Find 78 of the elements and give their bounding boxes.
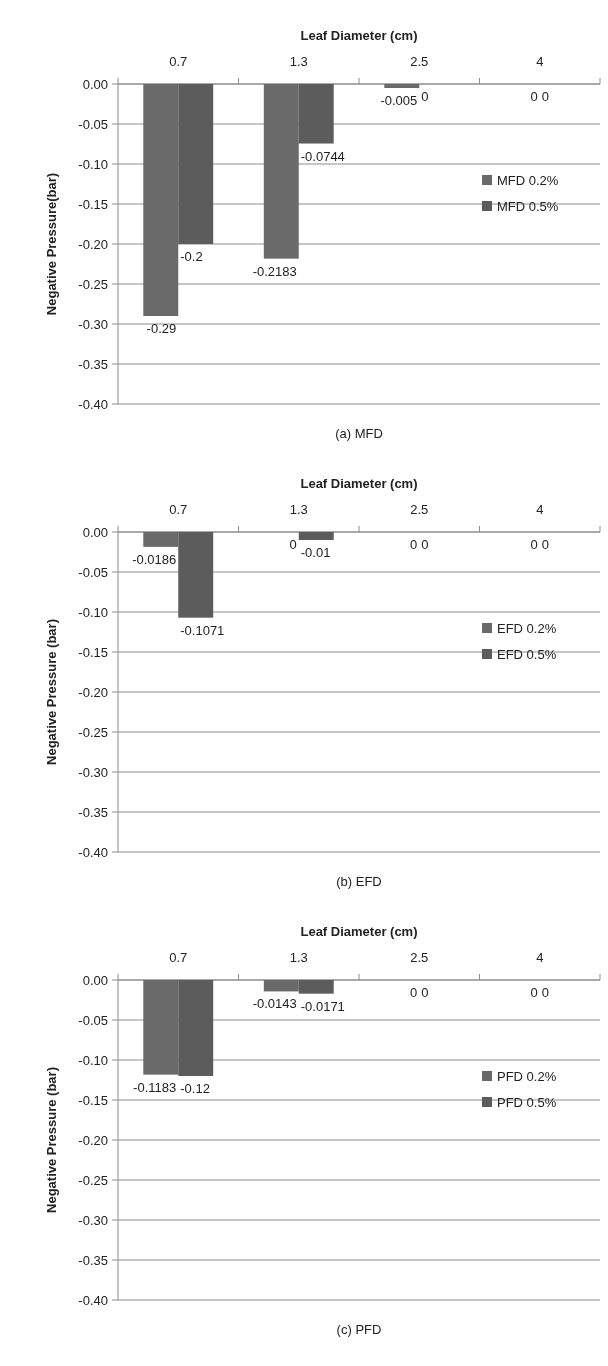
data-label: 0: [541, 985, 549, 1000]
y-tick-label: 0.00: [82, 972, 108, 988]
data-label: -0.01: [300, 545, 331, 560]
y-tick-label: -0.10: [78, 604, 108, 620]
y-tick-label: -0.10: [78, 156, 108, 172]
data-label: -0.1071: [180, 622, 225, 638]
x-tick-label: 2.5: [410, 54, 429, 69]
x-axis-title: Leaf Diameter (cm): [300, 924, 418, 939]
data-label: 0: [289, 537, 297, 552]
text: (c) PFD: [336, 1322, 382, 1337]
data-label: -0.2183: [252, 263, 297, 279]
legend-label: PFD 0.5%: [497, 1094, 557, 1110]
x-tick-label: 1.3: [289, 54, 308, 69]
data-label: 0: [410, 537, 418, 552]
data-label: -0.0171: [300, 998, 345, 1014]
y-tick-label: -0.05: [78, 1012, 108, 1028]
x-tick-label: 2.5: [410, 502, 429, 517]
x-tick-label: 2.5: [410, 950, 429, 965]
y-axis-title: Negative Pressure (bar): [44, 1067, 59, 1213]
data-label: 0: [530, 89, 538, 104]
y-tick-label: -0.30: [78, 316, 108, 332]
data-label: 0: [421, 89, 429, 104]
data-label: -0.1183: [133, 1079, 177, 1095]
y-tick-label: -0.15: [78, 644, 108, 660]
x-axis-title: Leaf Diameter (cm): [300, 476, 418, 491]
x-tick-label: 4: [536, 54, 544, 69]
legend-label: MFD 0.2%: [497, 172, 559, 188]
y-tick-label: -0.40: [78, 1292, 108, 1308]
x-tick-label: 0.7: [169, 54, 188, 69]
data-label: 0: [530, 537, 538, 552]
y-tick-label: -0.35: [78, 1252, 108, 1268]
y-tick-label: -0.05: [78, 116, 108, 132]
x-tick-label: 4: [536, 502, 544, 517]
y-axis-title: Negative Pressure(bar): [44, 172, 59, 316]
data-label: 0: [421, 985, 429, 1000]
data-label: -0.0143: [252, 996, 297, 1012]
y-tick-label: -0.40: [78, 396, 108, 412]
legend-label: MFD 0.5%: [497, 198, 559, 214]
y-tick-label: -0.05: [78, 564, 108, 580]
y-tick-label: -0.15: [78, 1092, 108, 1108]
data-label: 0: [410, 985, 418, 1000]
y-tick-label: -0.30: [78, 1212, 108, 1228]
x-axis-title: Leaf Diameter (cm): [300, 28, 418, 43]
x-tick-label: 1.3: [289, 502, 308, 517]
y-tick-label: -0.35: [78, 804, 108, 820]
data-label: -0.0744: [300, 148, 345, 164]
data-label: -0.0186: [132, 551, 177, 567]
y-tick-label: -0.40: [78, 844, 108, 860]
text: (a) MFD: [335, 426, 383, 441]
data-label: -0.12: [180, 1081, 210, 1096]
data-label: 0: [541, 537, 549, 552]
data-label: 0: [421, 537, 429, 552]
text: (b) EFD: [336, 874, 382, 889]
y-tick-label: -0.20: [78, 684, 108, 700]
data-label: -0.29: [146, 321, 177, 336]
y-tick-label: -0.10: [78, 1052, 108, 1068]
y-tick-label: -0.15: [78, 196, 108, 212]
data-label: -0.2: [180, 249, 203, 264]
y-tick-label: -0.30: [78, 764, 108, 780]
y-tick-label: -0.20: [78, 1132, 108, 1148]
x-tick-label: 1.3: [289, 950, 308, 965]
data-label: 0: [530, 985, 538, 1000]
data-label: 0: [541, 89, 549, 104]
x-tick-label: 0.7: [169, 950, 188, 965]
y-tick-label: -0.35: [78, 356, 108, 372]
y-tick-label: 0.00: [82, 76, 108, 92]
y-tick-label: -0.25: [78, 724, 108, 740]
y-tick-label: 0.00: [82, 524, 108, 540]
y-axis-title: Negative Pressure (bar): [44, 619, 59, 765]
y-tick-label: -0.25: [78, 1172, 108, 1188]
data-label: -0.005: [380, 93, 418, 108]
x-tick-label: 4: [536, 950, 544, 965]
y-tick-label: -0.20: [78, 236, 108, 252]
legend-label: EFD 0.2%: [497, 620, 557, 636]
legend-label: EFD 0.5%: [497, 646, 557, 662]
x-tick-label: 0.7: [169, 502, 188, 517]
legend-label: PFD 0.2%: [497, 1068, 557, 1084]
y-tick-label: -0.25: [78, 276, 108, 292]
